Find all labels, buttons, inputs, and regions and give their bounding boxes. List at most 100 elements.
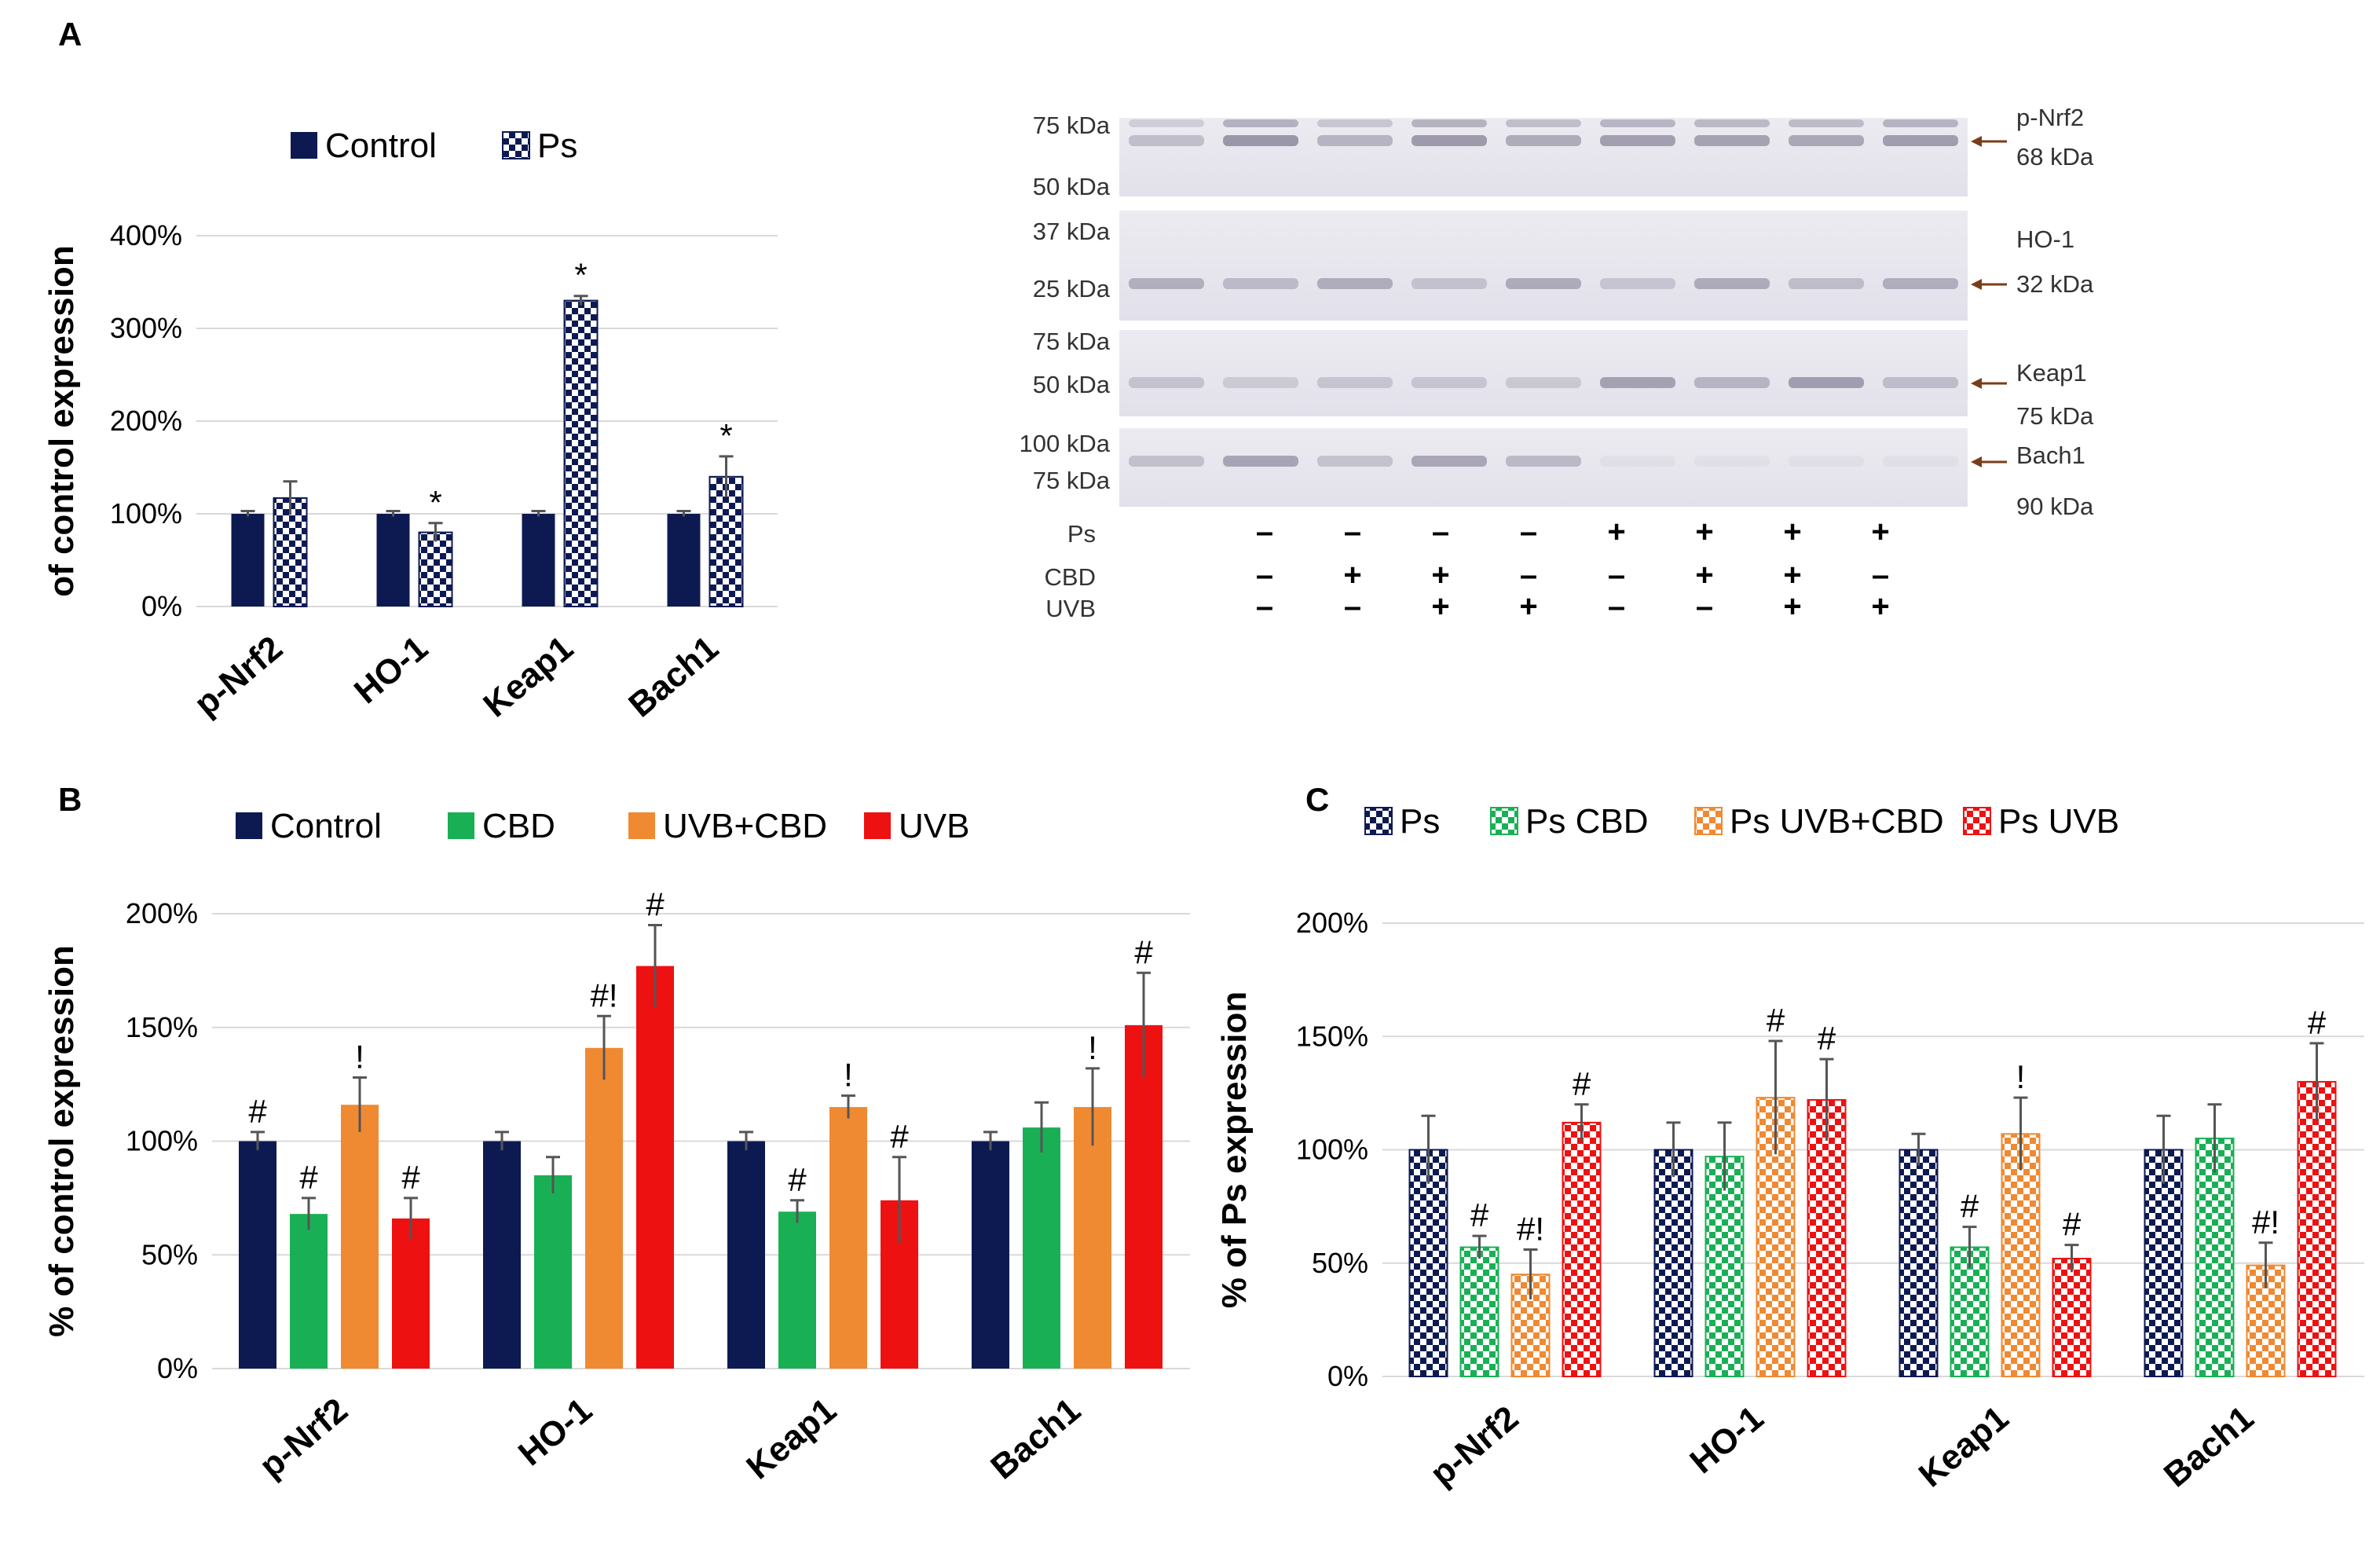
condition-sign: + [1343, 558, 1361, 592]
significance-label: # [299, 1159, 318, 1196]
blot-band [1600, 377, 1675, 388]
legend-swatch [291, 132, 317, 159]
significance-label: # [788, 1161, 807, 1198]
legend-swatch [236, 812, 262, 839]
condition-sign: + [1519, 589, 1537, 624]
blot-protein-label: Bach1 [2016, 442, 2085, 469]
y-tick-label: 150% [1296, 1020, 1368, 1052]
bar [2195, 1138, 2235, 1377]
legend-swatch [1963, 807, 1991, 835]
blot-band [1223, 278, 1298, 289]
chart-panel-a: 0% 100% 200% 300% 400% of control expression p… [42, 126, 778, 725]
blot-band [1506, 377, 1581, 388]
bar [231, 514, 265, 607]
blot-band [1506, 135, 1581, 146]
x-category-label: Bach1 [983, 1391, 1088, 1486]
blot-band [1129, 377, 1204, 388]
x-category-label: HO-1 [1682, 1398, 1770, 1481]
significance-label: ! [355, 1038, 364, 1075]
bar [1023, 1127, 1060, 1369]
x-category-label: p-Nrf2 [1423, 1398, 1526, 1494]
blot-membrane [1119, 330, 1968, 416]
western-blot: 75 kDa 50 kDa p-Nrf2 68 kDa 37 kDa 25 kDa HO-1… [1020, 104, 2094, 624]
blot-band [1600, 135, 1675, 146]
bar [341, 1105, 379, 1369]
blot-band [1694, 456, 1770, 467]
y-tick-label: 400% [110, 219, 182, 251]
blot-band [1317, 119, 1393, 127]
significance-label: # [401, 1159, 420, 1196]
blot-band [1789, 135, 1864, 146]
x-category-label: Keap1 [739, 1391, 844, 1486]
y-tick-label: 100% [110, 497, 182, 530]
blot-band [1506, 278, 1581, 289]
blot-marker-label: 50 kDa [1033, 371, 1111, 398]
legend-label: Control [325, 126, 437, 165]
condition-sign: – [1520, 558, 1537, 592]
y-tick-label: 50% [141, 1238, 198, 1270]
bar [829, 1107, 867, 1369]
bar [778, 1211, 816, 1369]
legend-swatch [628, 812, 655, 839]
panel-label-b: B [58, 781, 82, 818]
blot-band [1694, 119, 1770, 127]
blot-band [1317, 377, 1393, 388]
arrow-head-icon [1971, 136, 1982, 147]
y-axis-label: % of control expression [42, 945, 81, 1337]
condition-label: UVB [1045, 595, 1096, 622]
legend-swatch [1490, 807, 1518, 835]
blot-band [1317, 135, 1393, 146]
arrow-head-icon [1971, 279, 1982, 290]
condition-sign: + [1871, 589, 1889, 624]
blot-membrane [1119, 118, 1968, 196]
condition-sign: – [1256, 589, 1273, 624]
significance-label: * [719, 417, 732, 454]
blot-membrane [1119, 428, 1968, 507]
panel-label-c: C [1305, 781, 1329, 818]
significance-label: # [248, 1093, 267, 1130]
x-category-label: HO-1 [347, 629, 435, 711]
bar [1899, 1149, 1939, 1377]
condition-sign: + [1783, 515, 1801, 549]
significance-label: #! [1517, 1210, 1544, 1247]
blot-band [1883, 377, 1958, 388]
y-tick-label: 100% [126, 1125, 198, 1157]
blot-band [1129, 135, 1204, 146]
blot-marker-label: 75 kDa [1033, 328, 1111, 355]
legend-swatch [502, 131, 530, 159]
y-tick-label: 200% [110, 405, 182, 437]
condition-sign: + [1695, 558, 1713, 592]
blot-protein-label: Keap1 [2016, 359, 2087, 387]
blot-band [1694, 135, 1770, 146]
condition-label: CBD [1045, 563, 1096, 591]
bar [636, 966, 674, 1369]
bar [2144, 1149, 2184, 1377]
y-tick-label: 100% [1296, 1134, 1368, 1166]
legend-swatch [1364, 807, 1393, 835]
y-tick-label: 50% [1312, 1247, 1368, 1279]
condition-sign: + [1431, 589, 1449, 624]
condition-sign: + [1695, 515, 1713, 549]
blot-marker-label: 25 kDa [1033, 275, 1111, 302]
bar [563, 299, 599, 607]
blot-band [1223, 119, 1298, 127]
significance-label: #! [590, 977, 617, 1013]
blot-size-label: 75 kDa [2016, 402, 2094, 430]
significance-label: * [429, 484, 441, 521]
blot-band [1883, 278, 1958, 289]
significance-label: #! [2252, 1204, 2279, 1241]
y-axis-label: of control expression [42, 245, 81, 596]
blot-band [1317, 456, 1393, 467]
y-tick-label: 300% [110, 312, 182, 344]
blot-band [1789, 119, 1864, 127]
y-tick-label: 200% [1296, 907, 1368, 939]
blot-marker-label: 100 kDa [1020, 430, 1111, 457]
legend-label: Control [270, 807, 382, 845]
blot-band [1600, 119, 1675, 127]
legend-label: UVB+CBD [663, 807, 827, 845]
condition-sign: – [1256, 515, 1273, 549]
bar [667, 514, 701, 607]
significance-label: # [2308, 1004, 2327, 1041]
blot-band [1883, 135, 1958, 146]
